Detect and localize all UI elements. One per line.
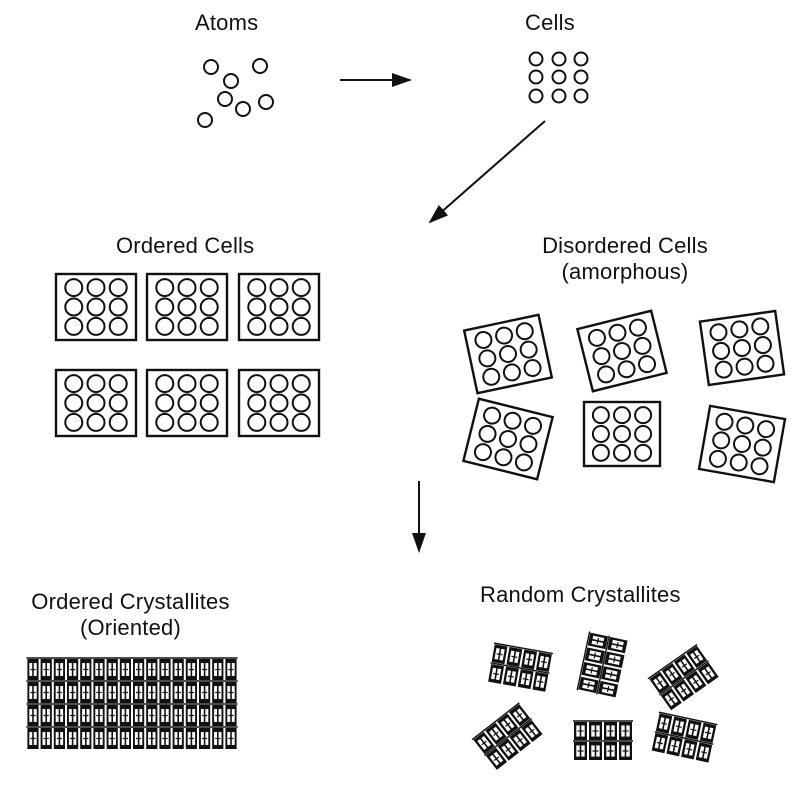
crystallite bbox=[576, 631, 628, 698]
unit-cell bbox=[697, 404, 787, 484]
crystallite bbox=[471, 702, 543, 770]
unit-cell bbox=[575, 309, 669, 393]
unit-cell bbox=[237, 368, 321, 438]
label-ordered-crystallites: Ordered Crystallites (Oriented) bbox=[8, 589, 253, 641]
label-ordered-cells: Ordered Cells bbox=[116, 233, 255, 258]
unit-cell bbox=[237, 272, 321, 342]
atom bbox=[223, 73, 239, 89]
cell-grid bbox=[528, 51, 589, 104]
crystallite bbox=[26, 657, 238, 749]
unit-cell bbox=[462, 313, 554, 395]
label-disordered-cells-line1: Disordered Cells bbox=[542, 233, 708, 258]
label-ordered-crystallites-line2: (Oriented) bbox=[79, 615, 182, 640]
unit-cell bbox=[582, 400, 662, 468]
unit-cell bbox=[698, 309, 786, 387]
crystallite bbox=[573, 720, 633, 760]
atom bbox=[217, 91, 233, 107]
unit-cell bbox=[54, 368, 138, 438]
crystallite bbox=[488, 642, 554, 692]
label-disordered-cells-line2: (amorphous) bbox=[561, 259, 689, 284]
label-ordered-crystallites-line1: Ordered Crystallites bbox=[31, 589, 230, 614]
label-random-crystallites: Random Crystallites bbox=[480, 582, 681, 607]
ordered-cells-grid bbox=[54, 272, 321, 438]
atom bbox=[197, 112, 213, 128]
unit-cell bbox=[145, 368, 229, 438]
atoms-group bbox=[197, 58, 274, 128]
crystallite bbox=[651, 711, 718, 763]
ordered-crystallites-block bbox=[26, 657, 238, 749]
label-cells: Cells bbox=[525, 10, 575, 35]
random-crystallites-group bbox=[471, 631, 719, 770]
arrow-cells-to-ordered bbox=[428, 120, 546, 224]
label-disordered-cells: Disordered Cells (amorphous) bbox=[525, 233, 725, 285]
disordered-cells-group bbox=[461, 309, 787, 484]
unit-cell bbox=[461, 397, 555, 481]
atom bbox=[203, 59, 219, 75]
atom bbox=[235, 101, 251, 117]
label-atoms: Atoms bbox=[195, 10, 259, 35]
unit-cell bbox=[54, 272, 138, 342]
atom bbox=[258, 94, 274, 110]
crystallite bbox=[647, 643, 719, 711]
atom bbox=[252, 58, 268, 74]
unit-cell bbox=[145, 272, 229, 342]
